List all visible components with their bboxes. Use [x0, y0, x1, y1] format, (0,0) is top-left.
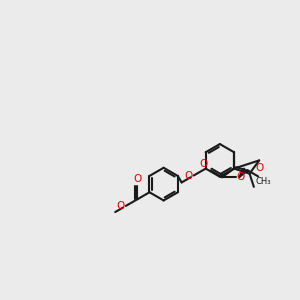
Text: O: O [236, 172, 244, 182]
Text: O: O [184, 171, 192, 181]
Text: O: O [133, 174, 142, 184]
Text: O: O [255, 163, 263, 173]
Text: O: O [200, 159, 208, 169]
Text: O: O [117, 201, 125, 211]
Text: CH₃: CH₃ [255, 177, 271, 186]
